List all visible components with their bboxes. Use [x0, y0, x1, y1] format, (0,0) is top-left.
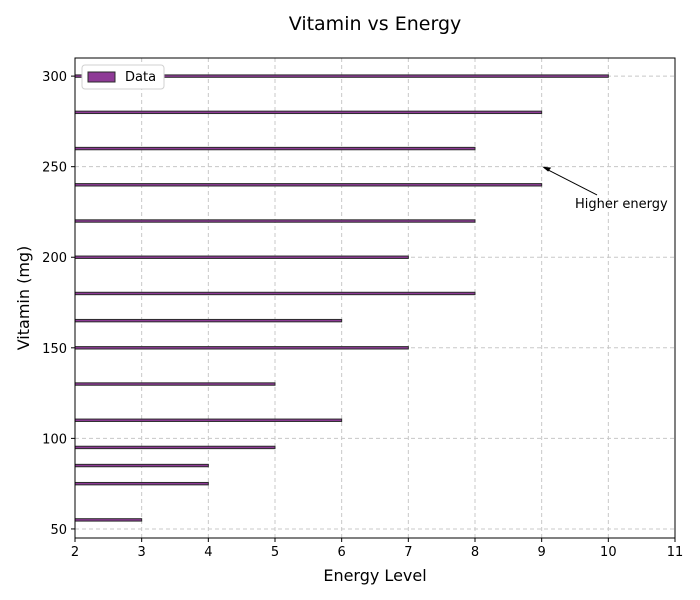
bar [74, 146, 476, 151]
x-tick-label: 2 [71, 545, 79, 560]
bar [74, 318, 343, 323]
bar [74, 382, 276, 386]
y-axis-label: Vitamin (mg) [14, 246, 33, 351]
annotation-label: Higher energy [575, 197, 668, 212]
bar [74, 418, 343, 422]
annotations: Higher energy [542, 166, 668, 212]
x-tick-label: 5 [271, 545, 279, 560]
bar [74, 219, 476, 223]
legend-swatch [87, 71, 116, 83]
x-tick-label: 7 [404, 545, 412, 560]
y-tick-label: 50 [50, 523, 67, 538]
plot-frame [74, 57, 676, 539]
bar [74, 255, 409, 259]
x-tick-label: 3 [138, 545, 146, 560]
y-tick-label: 250 [42, 161, 67, 176]
legend: Data [81, 64, 165, 90]
x-tick-label: 11 [667, 545, 684, 560]
x-tick-label: 9 [538, 545, 546, 560]
x-axis-label: Energy Level [323, 566, 426, 585]
chart-title: Vitamin vs Energy [289, 13, 462, 35]
bar [74, 481, 209, 486]
annotation-arrow-line [544, 167, 598, 196]
y-tick-label: 100 [42, 432, 67, 447]
ticks: 2 3 4 5 6 7 8 9 10 11 50 100 150 200 250 300 [42, 70, 683, 560]
x-tick-label: 4 [204, 545, 212, 560]
legend-box [81, 64, 165, 90]
bar [74, 291, 476, 296]
bar [74, 518, 143, 522]
annotation-arrowhead [542, 166, 552, 172]
bar [74, 183, 543, 187]
bar [74, 346, 409, 350]
y-tick-label: 300 [42, 70, 67, 85]
x-tick-label: 6 [338, 545, 346, 560]
y-tick-label: 200 [42, 251, 67, 266]
x-tick-label: 10 [600, 545, 617, 560]
bar [74, 463, 209, 468]
x-tick-label: 8 [471, 545, 479, 560]
bar [74, 110, 543, 115]
y-tick-label: 150 [42, 342, 67, 357]
bar [74, 445, 276, 450]
legend-label: Data [125, 70, 156, 85]
